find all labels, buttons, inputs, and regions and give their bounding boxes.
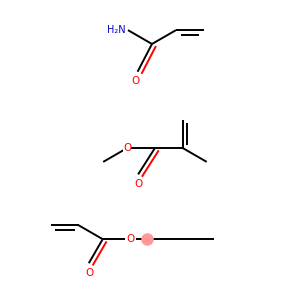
Text: H₂N: H₂N <box>107 25 126 35</box>
Text: O: O <box>86 268 94 278</box>
Text: O: O <box>126 234 135 244</box>
Text: O: O <box>123 143 131 153</box>
Text: O: O <box>134 179 142 189</box>
Text: O: O <box>131 76 140 86</box>
